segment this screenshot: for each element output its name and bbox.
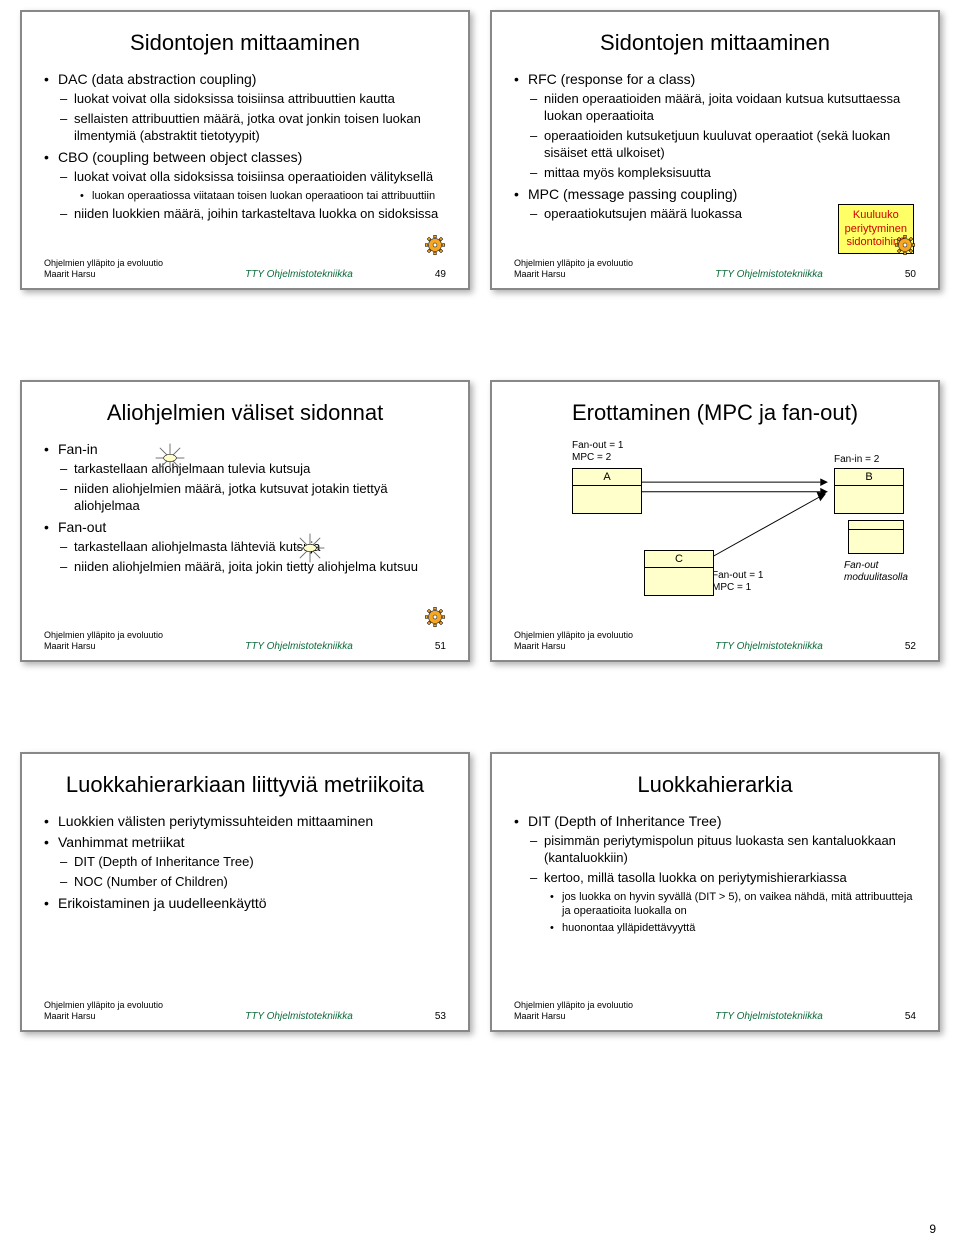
starburst-icon [292, 530, 328, 566]
bullet-list: Luokkien välisten periytymissuhteiden mi… [44, 812, 446, 912]
bullet-item: niiden operaatioiden määrä, joita voidaa… [514, 91, 916, 125]
footer-center: TTY Ohjelmistotekniikka [715, 641, 823, 652]
bullet-list: Fan-in tarkastellaan aliohjelmaan tulevia… [44, 440, 446, 576]
label-fanout-a: Fan-out = 1MPC = 2 [572, 440, 623, 463]
slide-footer: Ohjelmien ylläpito ja evoluutioMaarit Ha… [44, 1000, 446, 1022]
box-a: A [572, 468, 642, 514]
slide-footer: Ohjelmien ylläpito ja evoluutioMaarit Ha… [44, 258, 446, 280]
box-c: C [644, 550, 714, 596]
slide-49: Sidontojen mittaaminen DAC (data abstract… [20, 10, 470, 290]
slide-title: Erottaminen (MPC ja fan-out) [514, 400, 916, 426]
footer-left: Ohjelmien ylläpito ja evoluutioMaarit Ha… [44, 1000, 163, 1022]
slide-53: Luokkahierarkiaan liittyviä metriikoita L… [20, 752, 470, 1032]
bullet-item: CBO (coupling between object classes) [44, 148, 446, 166]
bullet-item: kertoo, millä tasolla luokka on periytym… [514, 870, 916, 887]
bullet-item: NOC (Number of Children) [44, 874, 446, 891]
submodule-box [848, 520, 904, 554]
gear-icon [892, 232, 918, 258]
footer-center: TTY Ohjelmistotekniikka [245, 1011, 353, 1022]
bullet-item: pisimmän periytymispolun pituus luokasta… [514, 833, 916, 867]
box-b: B [834, 468, 904, 514]
bullet-item: operaatioiden kutsuketjuun kuuluvat oper… [514, 128, 916, 162]
bullet-item: niiden aliohjelmien määrä, jotka kutsuva… [44, 481, 446, 515]
slide-51: Aliohjelmien väliset sidonnat Fan-in tarka… [20, 380, 470, 662]
bullet-item: tarkastellaan aliohjelmaan tulevia kutsu… [44, 461, 446, 478]
bullet-item: tarkastellaan aliohjelmasta lähteviä kut… [44, 539, 446, 556]
bullet-list: DIT (Depth of Inheritance Tree) pisimmän … [514, 812, 916, 936]
slide-title: Luokkahierarkia [514, 772, 916, 798]
slide-number: 49 [435, 269, 446, 280]
slide-title: Sidontojen mittaaminen [514, 30, 916, 56]
slide-footer: Ohjelmien ylläpito ja evoluutioMaarit Ha… [44, 630, 446, 652]
footer-left: Ohjelmien ylläpito ja evoluutioMaarit Ha… [514, 1000, 633, 1022]
footer-left: Ohjelmien ylläpito ja evoluutioMaarit Ha… [514, 630, 633, 652]
footer-center: TTY Ohjelmistotekniikka [715, 1011, 823, 1022]
gear-icon [422, 232, 448, 258]
bullet-item: MPC (message passing coupling) [514, 185, 916, 203]
bullet-item: Fan-in [44, 440, 446, 458]
label-fanin-b: Fan-in = 2 [834, 454, 879, 466]
footer-center: TTY Ohjelmistotekniikka [245, 269, 353, 280]
bullet-list: DAC (data abstraction coupling) luokat vo… [44, 70, 446, 223]
slide-52: Erottaminen (MPC ja fan-out) Fan-out = 1M… [490, 380, 940, 662]
slide-title: Sidontojen mittaaminen [44, 30, 446, 56]
slide-number: 54 [905, 1011, 916, 1022]
bullet-list: RFC (response for a class) niiden operaat… [514, 70, 916, 223]
bullet-item: mittaa myös kompleksisuutta [514, 165, 916, 182]
slide-number: 53 [435, 1011, 446, 1022]
label-mod-side: Fan-outmoduulitasolla [844, 560, 908, 583]
starburst-icon [152, 440, 188, 476]
bullet-item: RFC (response for a class) [514, 70, 916, 88]
bullet-item: Vanhimmat metriikat [44, 833, 446, 851]
bullet-item: luokat voivat olla sidoksissa toisiinsa … [44, 169, 446, 186]
slide-title: Aliohjelmien väliset sidonnat [44, 400, 446, 426]
footer-left: Ohjelmien ylläpito ja evoluutioMaarit Ha… [44, 258, 163, 280]
bullet-item: Fan-out [44, 518, 446, 536]
bullet-item: huonontaa ylläpidettävyyttä [514, 921, 916, 935]
bullet-item: jos luokka on hyvin syvällä (DIT > 5), o… [514, 890, 916, 919]
footer-left: Ohjelmien ylläpito ja evoluutioMaarit Ha… [44, 630, 163, 652]
slide-title: Luokkahierarkiaan liittyviä metriikoita [44, 772, 446, 798]
bullet-item: DIT (Depth of Inheritance Tree) [514, 812, 916, 830]
slide-footer: Ohjelmien ylläpito ja evoluutioMaarit Ha… [514, 1000, 916, 1022]
slide-54: Luokkahierarkia DIT (Depth of Inheritance… [490, 752, 940, 1032]
bullet-item: niiden luokkien määrä, joihin tarkastelt… [44, 206, 446, 223]
fanout-diagram: Fan-out = 1MPC = 2 Fan-in = 2 Fan-out = 1M… [514, 440, 916, 620]
bullet-item: Luokkien välisten periytymissuhteiden mi… [44, 812, 446, 830]
bullet-item: DAC (data abstraction coupling) [44, 70, 446, 88]
gear-icon [422, 604, 448, 630]
slide-number: 51 [435, 641, 446, 652]
bullet-item: Erikoistaminen ja uudelleenkäyttö [44, 894, 446, 912]
bullet-item: luokat voivat olla sidoksissa toisiinsa … [44, 91, 446, 108]
page-number: 9 [929, 1222, 936, 1236]
slide-number: 52 [905, 641, 916, 652]
bullet-item: luokan operaatiossa viitataan toisen luo… [44, 189, 446, 203]
slide-footer: Ohjelmien ylläpito ja evoluutioMaarit Ha… [514, 258, 916, 280]
slide-footer: Ohjelmien ylläpito ja evoluutioMaarit Ha… [514, 630, 916, 652]
slide-50: Sidontojen mittaaminen RFC (response for … [490, 10, 940, 290]
slide-number: 50 [905, 269, 916, 280]
bullet-item: sellaisten attribuuttien määrä, jotka ov… [44, 111, 446, 145]
footer-center: TTY Ohjelmistotekniikka [245, 641, 353, 652]
bullet-item: DIT (Depth of Inheritance Tree) [44, 854, 446, 871]
label-fanout-c: Fan-out = 1MPC = 1 [712, 570, 763, 593]
footer-center: TTY Ohjelmistotekniikka [715, 269, 823, 280]
bullet-item: niiden aliohjelmien määrä, joita jokin t… [44, 559, 446, 576]
footer-left: Ohjelmien ylläpito ja evoluutioMaarit Ha… [514, 258, 633, 280]
